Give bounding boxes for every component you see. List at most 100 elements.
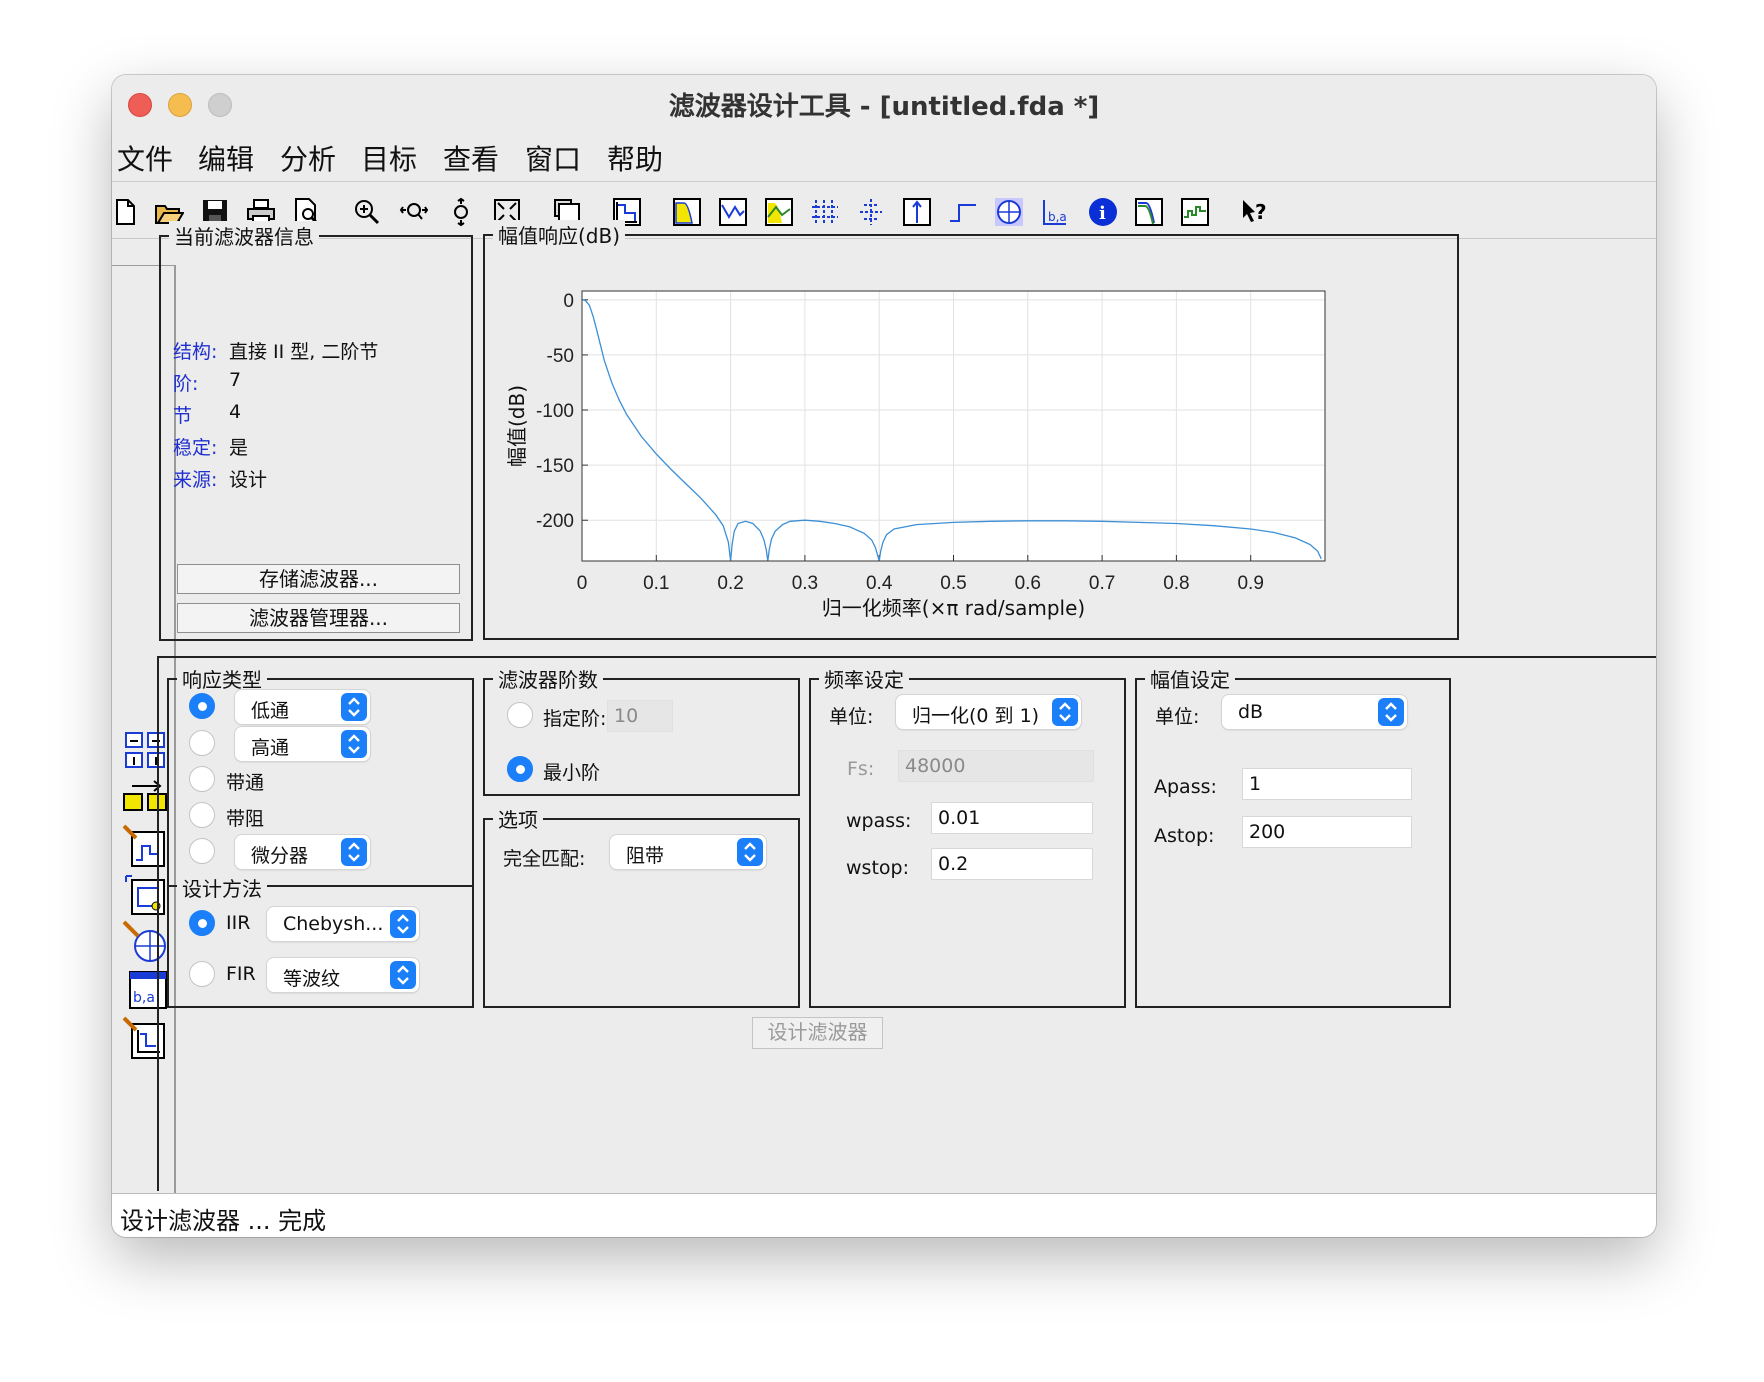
radio-minimum-order[interactable] [507,756,533,782]
app-window: 滤波器设计工具 - [untitled.fda *] 文件 编辑 分析 目标 查… [112,75,1656,1237]
new-icon[interactable] [112,197,140,227]
multirate-icon[interactable]: b,a [122,968,170,1012]
menu-bar: 文件 编辑 分析 目标 查看 窗口 帮助 [112,132,1656,182]
highpass-select[interactable]: 高通 [235,727,370,761]
design-area-left-edge [157,656,159,1191]
differentiator-select[interactable]: 微分器 [235,835,370,869]
fs-field[interactable]: 48000 [898,750,1094,782]
fs-label: Fs: [847,758,875,780]
convert-structure-icon[interactable] [122,776,170,820]
design-area-divider [157,656,1656,658]
match-exactly-value: 阻带 [626,845,665,867]
menu-window[interactable]: 窗口 [525,143,582,176]
info-order-value: 7 [229,369,242,391]
pole-zero-icon[interactable] [994,197,1024,227]
group-delay-icon[interactable] [810,197,840,227]
specify-order-field[interactable]: 10 [607,700,673,732]
design-method-divider [167,885,474,887]
zoom-window-button[interactable] [208,93,232,117]
filter-order-legend: 滤波器阶数 [493,664,603,693]
radio-differentiator[interactable] [189,838,215,864]
menu-analysis[interactable]: 分析 [280,143,337,176]
match-exactly-select[interactable]: 阻带 [610,835,766,869]
filter-specs-icon[interactable] [612,197,642,227]
magnitude-response-icon[interactable] [672,197,702,227]
svg-text:b,a: b,a [133,990,155,1006]
y-tick-label: -100 [536,401,574,422]
axes-box [581,290,1326,562]
phase-response-icon[interactable] [718,197,748,227]
magnitude-phase-icon[interactable] [764,197,794,227]
filter-coefficients-icon[interactable]: b,a [1040,197,1070,227]
filter-manager-button[interactable]: 滤波器管理器... [177,603,460,633]
info-structure-key: 结构: [173,341,218,363]
minimize-window-button[interactable] [168,93,192,117]
info-structure-value: 直接 II 型, 二阶节 [229,341,379,363]
design-filter-button[interactable]: 设计滤波器 [752,1017,883,1049]
freq-units-value: 归一化(0 到 1) [912,705,1040,727]
magnitude-estimate-icon[interactable] [1134,197,1164,227]
store-filter-button[interactable]: 存储滤波器... [177,564,460,594]
design-filter-icon[interactable] [122,872,170,916]
save-icon[interactable] [200,197,230,227]
chevron-updown-icon [737,838,763,866]
zoom-in-icon[interactable] [352,197,382,227]
chevron-updown-icon [390,961,416,989]
menu-help[interactable]: 帮助 [607,143,664,176]
x-tick-label: 0.2 [717,573,743,594]
menu-view[interactable]: 查看 [443,143,500,176]
bandpass-label: 带通 [226,772,265,794]
filter-info-icon[interactable]: i [1088,197,1118,227]
print-icon[interactable] [246,197,276,227]
options-legend: 选项 [493,804,543,833]
transform-filter-icon[interactable] [122,729,170,773]
apass-field[interactable]: 1 [1242,768,1412,800]
svg-text:i: i [1099,203,1106,224]
impulse-response-icon[interactable] [902,197,932,227]
minimum-order-label: 最小阶 [543,762,601,784]
menu-targets[interactable]: 目标 [361,143,418,176]
wstop-field[interactable]: 0.2 [931,848,1093,880]
x-tick-label: 0.9 [1237,573,1263,594]
step-response-icon[interactable] [948,197,978,227]
astop-field[interactable]: 200 [1242,816,1412,848]
zoom-x-icon[interactable] [399,197,429,227]
menu-edit[interactable]: 编辑 [198,143,255,176]
whats-this-icon[interactable]: ? [1240,197,1270,227]
radio-specify-order[interactable] [507,702,533,728]
radio-highpass[interactable] [189,730,215,756]
zoom-y-icon[interactable] [446,197,476,227]
menu-file[interactable]: 文件 [117,143,174,176]
response-type-legend: 响应类型 [177,664,267,693]
pole-zero-editor-icon[interactable] [122,920,170,964]
phase-delay-icon[interactable] [856,197,886,227]
wpass-field[interactable]: 0.01 [931,802,1093,834]
bandstop-label: 带阻 [226,808,265,830]
round-off-noise-icon[interactable] [1180,197,1210,227]
close-window-button[interactable] [128,93,152,117]
info-source-value: 设计 [229,469,268,491]
mag-units-select[interactable]: dB [1222,695,1407,729]
differentiator-select-label: 微分器 [251,845,309,867]
status-bar: 设计滤波器 ... 完成 [112,1193,1656,1237]
filter-info-panel: 当前滤波器信息 结构: 直接 II 型, 二阶节 阶: 7 节 4 稳定: 是 … [159,221,473,641]
plot-legend: 幅值响应(dB) [493,220,626,249]
realize-model-icon[interactable] [122,1016,170,1060]
frequency-spec-panel: 频率设定 单位: 归一化(0 到 1) Fs: 48000 wpass: 0.0… [809,664,1126,1008]
radio-lowpass[interactable] [189,693,215,719]
lowpass-select[interactable]: 低通 [235,690,370,724]
fir-method-select[interactable]: 等波纹 [267,958,419,992]
import-filter-icon[interactable] [122,824,170,868]
radio-bandpass[interactable] [189,766,215,792]
specify-order-label: 指定阶: [543,708,607,730]
info-source-key: 来源: [173,469,218,491]
freq-units-select[interactable]: 归一化(0 到 1) [896,695,1081,729]
iir-method-select[interactable]: Chebysh... [267,907,419,941]
radio-iir[interactable] [189,910,215,936]
radio-fir[interactable] [189,961,215,987]
x-tick-label: 0 [577,573,588,594]
y-tick-label: -50 [547,346,574,367]
radio-bandstop[interactable] [189,802,215,828]
info-sections-value: 4 [229,401,242,423]
info-stable-key: 稳定: [173,437,218,459]
